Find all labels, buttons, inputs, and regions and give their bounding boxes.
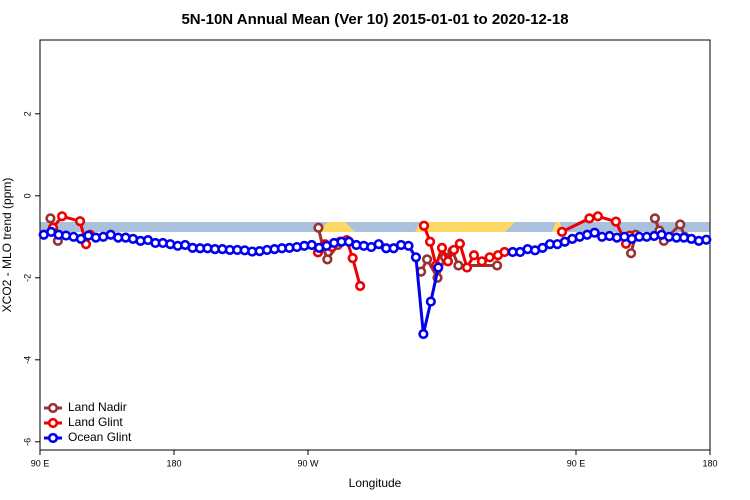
y-tick-label: -4 [22, 356, 32, 364]
x-axis-label: Longitude [349, 476, 402, 490]
data-point [499, 246, 510, 258]
data-point [322, 254, 333, 265]
data-point [313, 222, 324, 233]
data-point [484, 252, 495, 263]
y-axis-label: XCO2 - MLO trend (ppm) [0, 178, 14, 313]
data-point [74, 216, 86, 227]
data-point [454, 238, 465, 249]
data-point [403, 240, 414, 251]
data-point [556, 226, 568, 237]
y-tick-label: 0 [22, 193, 32, 198]
reference-band [40, 222, 710, 232]
data-point [436, 242, 448, 253]
data-point [45, 213, 56, 224]
data-point [347, 253, 358, 264]
y-tick-label: -6 [22, 438, 32, 446]
data-point [625, 248, 637, 259]
data-point [584, 213, 595, 224]
legend-label: Land Nadir [68, 400, 127, 414]
legend-label: Ocean Glint [68, 430, 132, 444]
data-point [589, 227, 600, 238]
data-point [418, 220, 430, 231]
data-point [610, 216, 622, 227]
data-point [592, 211, 603, 222]
legend-marker [47, 417, 59, 429]
legend-label: Land Glint [68, 415, 123, 429]
data-point [675, 219, 686, 230]
plot-frame [39, 39, 711, 451]
data-point [410, 252, 422, 263]
data-point [442, 256, 454, 267]
y-tick-label: -2 [22, 274, 32, 282]
data-point [56, 211, 68, 222]
data-point [422, 254, 433, 265]
x-tick-label: 180 [702, 458, 717, 468]
land-shade [415, 222, 515, 232]
x-tick-label: 180 [166, 458, 181, 468]
data-point [468, 250, 480, 261]
chart-title: 5N-10N Annual Mean (Ver 10) 2015-01-01 t… [181, 11, 568, 28]
x-tick-label: 90 E [567, 458, 586, 468]
data-point [355, 280, 366, 292]
land-shade [318, 222, 355, 232]
data-point [649, 213, 661, 224]
data-point [373, 239, 384, 250]
data-point [491, 260, 503, 271]
data-point [701, 234, 712, 245]
data-point [433, 262, 444, 273]
data-point [425, 296, 436, 307]
data-point [537, 242, 548, 253]
data-point [476, 256, 488, 267]
data-point [424, 236, 436, 247]
x-tick-label: 90 W [297, 458, 319, 468]
legend-marker [47, 402, 59, 414]
data-point [418, 328, 429, 340]
data-point [448, 244, 460, 256]
y-tick-label: 2 [22, 111, 32, 116]
data-point [453, 260, 464, 271]
x-tick-label: 90 E [31, 458, 50, 468]
data-point [461, 262, 473, 273]
legend-marker [47, 432, 59, 444]
